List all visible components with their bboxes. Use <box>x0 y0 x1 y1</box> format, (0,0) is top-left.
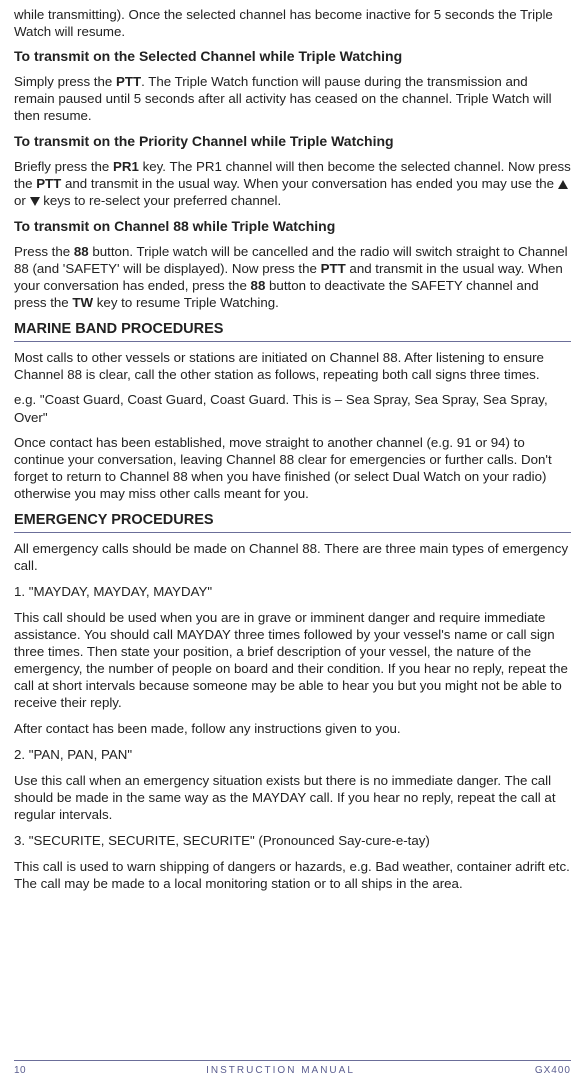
text: Briefly press the <box>14 159 113 174</box>
88-label: 88 <box>251 278 266 293</box>
ptt-label: PTT <box>36 176 61 191</box>
heading-priority-channel: To transmit on the Priority Channel whil… <box>14 133 571 151</box>
marine-p3: Once contact has been established, move … <box>14 434 571 502</box>
tw-label: TW <box>72 295 93 310</box>
heading-channel-88: To transmit on Channel 88 while Triple W… <box>14 218 571 236</box>
paragraph-priority-channel: Briefly press the PR1 key. The PR1 chann… <box>14 158 571 209</box>
paragraph-selected-channel: Simply press the PTT. The Triple Watch f… <box>14 73 571 124</box>
text: Simply press the <box>14 74 116 89</box>
text: key to resume Triple Watching. <box>93 295 279 310</box>
ptt-label: PTT <box>116 74 141 89</box>
emerg-item-1: 1. "MAYDAY, MAYDAY, MAYDAY" <box>14 583 571 600</box>
text: keys to re-select your preferred channel… <box>40 193 282 208</box>
marine-p1: Most calls to other vessels or stations … <box>14 349 571 383</box>
footer-title: INSTRUCTION MANUAL <box>26 1065 535 1078</box>
emerg-p1: All emergency calls should be made on Ch… <box>14 540 571 574</box>
heading-selected-channel: To transmit on the Selected Channel whil… <box>14 48 571 66</box>
emerg-p5: This call is used to warn shipping of da… <box>14 858 571 892</box>
emerg-p3: After contact has been made, follow any … <box>14 720 571 737</box>
ptt-label: PTT <box>321 261 346 276</box>
up-arrow-icon <box>558 180 568 189</box>
paragraph-channel-88: Press the 88 button. Triple watch will b… <box>14 243 571 311</box>
emerg-item-3: 3. "SECURITE, SECURITE, SECURITE" (Prono… <box>14 832 571 849</box>
page-footer: 10 INSTRUCTION MANUAL GX400 <box>14 1060 571 1078</box>
marine-p2-example: e.g. "Coast Guard, Coast Guard, Coast Gu… <box>14 391 571 425</box>
emerg-p2: This call should be used when you are in… <box>14 609 571 711</box>
pr1-label: PR1 <box>113 159 139 174</box>
page-number: 10 <box>14 1065 26 1078</box>
footer-model: GX400 <box>535 1065 571 1078</box>
88-label: 88 <box>74 244 89 259</box>
emerg-p4: Use this call when an emergency situatio… <box>14 772 571 823</box>
text: and transmit in the usual way. When your… <box>61 176 557 191</box>
text: Press the <box>14 244 74 259</box>
heading-marine-band: MARINE BAND PROCEDURES <box>14 320 571 343</box>
emerg-item-2: 2. "PAN, PAN, PAN" <box>14 746 571 763</box>
down-arrow-icon <box>30 197 40 206</box>
intro-tail-paragraph: while transmitting). Once the selected c… <box>14 6 571 40</box>
text-or: or <box>14 193 30 208</box>
heading-emergency: EMERGENCY PROCEDURES <box>14 511 571 534</box>
